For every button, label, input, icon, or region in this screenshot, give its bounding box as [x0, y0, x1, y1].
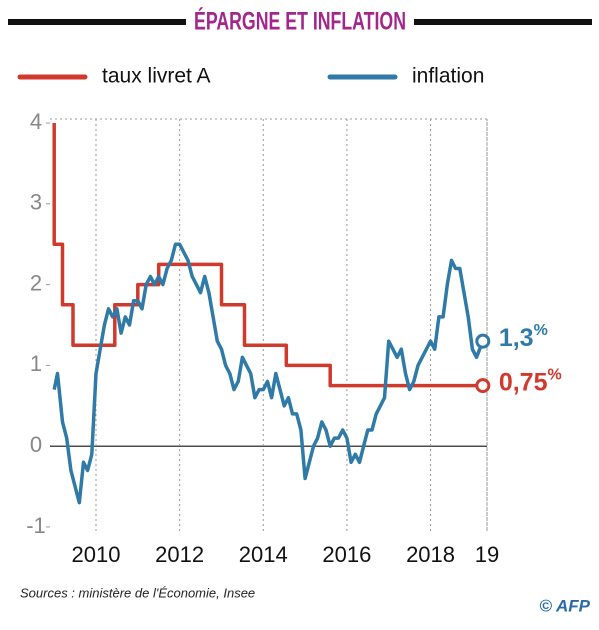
y-tick-label: 3 — [30, 190, 42, 215]
y-tick-label: -1 — [26, 513, 46, 538]
x-tick-label: 2016 — [322, 542, 371, 567]
series-line — [52, 242, 485, 505]
y-tick-label: 1 — [30, 351, 42, 376]
y-tick-label: 0 — [30, 432, 42, 457]
credit: © AFP — [539, 596, 590, 615]
series-line — [52, 123, 483, 388]
end-label: 0,75% — [499, 367, 562, 396]
end-label-value: 1,3 — [499, 324, 534, 352]
x-tick-label: 2012 — [155, 542, 204, 567]
y-tick-label: 4 — [30, 109, 42, 134]
x-tick-label: 19 — [475, 542, 499, 567]
y-tick-label: 2 — [30, 270, 42, 295]
chart-title: ÉPARGNE ET INFLATION — [194, 7, 406, 36]
end-label-value: 0,75 — [499, 368, 548, 396]
end-marker — [475, 333, 491, 349]
legend-label: taux livret A — [102, 65, 211, 88]
end-label: 1,3% — [499, 322, 548, 351]
x-tick-label: 2014 — [239, 542, 288, 567]
x-tick-label: 2018 — [406, 542, 455, 567]
legend-label: inflation — [412, 65, 484, 88]
source: Sources : ministère de l'Économie, Insee — [20, 585, 255, 600]
end-label-unit: % — [534, 322, 548, 339]
end-marker — [475, 378, 491, 394]
x-tick-label: 2010 — [72, 542, 121, 567]
end-label-unit: % — [547, 367, 561, 384]
